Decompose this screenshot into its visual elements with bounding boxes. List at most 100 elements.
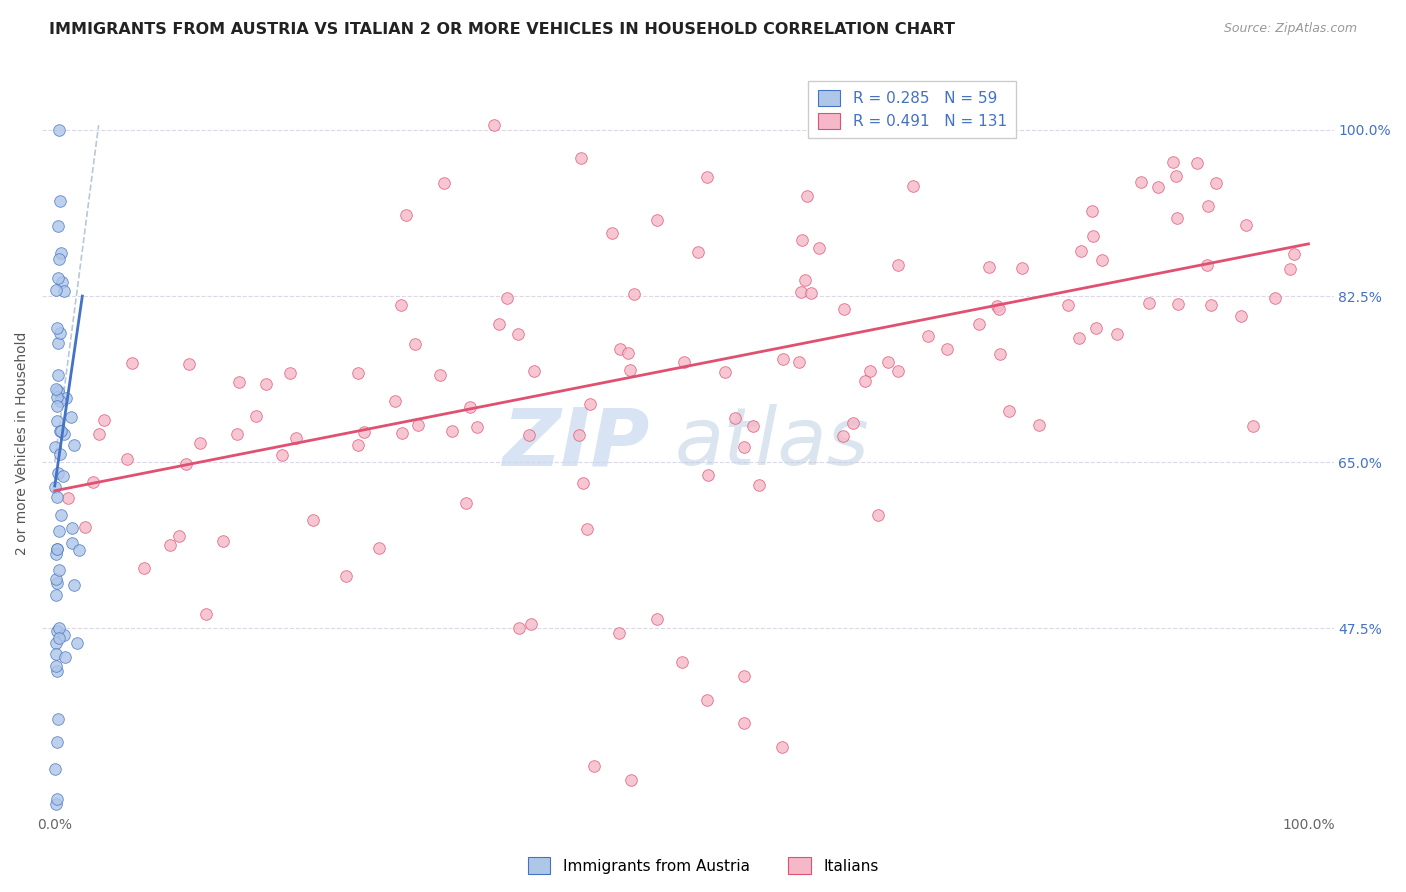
Point: [384, 393, 406, 408]
Point: [46, 542, 69, 557]
Point: [1085, 320, 1108, 334]
Point: [49, 447, 72, 461]
Point: [391, 425, 413, 440]
Point: [46, 320, 69, 334]
Point: [45, 797, 67, 811]
Point: [49, 246, 72, 260]
Point: [607, 626, 630, 640]
Point: [55, 391, 77, 405]
Point: [688, 244, 710, 259]
Point: [609, 342, 631, 356]
Point: [877, 355, 900, 369]
Point: [508, 621, 530, 635]
Point: [936, 343, 959, 357]
Point: [569, 152, 592, 166]
Point: [60, 536, 83, 550]
Point: [733, 440, 755, 454]
Point: [188, 436, 211, 450]
Point: [441, 424, 464, 438]
Point: [454, 496, 477, 510]
Point: [45, 664, 67, 678]
Point: [672, 355, 695, 369]
Point: [523, 364, 546, 378]
Point: [245, 409, 267, 423]
Point: [49, 393, 72, 408]
Point: [82, 475, 104, 489]
Point: [53, 650, 76, 665]
Point: [733, 669, 755, 683]
Point: [49, 424, 72, 438]
Point: [346, 366, 368, 380]
Point: [212, 534, 235, 549]
Legend: R = 0.285   N = 59, R = 0.491   N = 131: R = 0.285 N = 59, R = 0.491 N = 131: [808, 80, 1017, 138]
Point: [1230, 309, 1253, 323]
Point: [46, 384, 69, 399]
Point: [520, 616, 543, 631]
Point: [808, 241, 831, 255]
Point: [226, 426, 249, 441]
Point: [368, 541, 391, 555]
Point: [582, 759, 605, 773]
Text: ZIP: ZIP: [502, 404, 650, 483]
Point: [48, 563, 70, 577]
Point: [917, 329, 939, 343]
Point: [159, 538, 181, 552]
Y-axis label: 2 or more Vehicles in Household: 2 or more Vehicles in Household: [15, 332, 30, 555]
Point: [56, 491, 79, 506]
Point: [1129, 175, 1152, 189]
Point: [1234, 218, 1257, 232]
Point: [1185, 156, 1208, 170]
Point: [602, 226, 624, 240]
Point: [886, 364, 908, 378]
Point: [49, 508, 72, 523]
Point: [67, 543, 90, 558]
Point: [46, 414, 69, 428]
Point: [1147, 180, 1170, 194]
Point: [986, 299, 1008, 313]
Point: [52, 427, 75, 442]
Text: atlas: atlas: [675, 404, 870, 483]
Point: [280, 366, 302, 380]
Point: [302, 513, 325, 527]
Point: [174, 457, 197, 471]
Point: [48, 194, 70, 209]
Point: [1028, 417, 1050, 432]
Point: [967, 317, 990, 331]
Point: [620, 773, 643, 788]
Point: [73, 520, 96, 534]
Point: [60, 520, 83, 534]
Point: [772, 352, 794, 367]
Point: [800, 285, 823, 300]
Point: [254, 376, 277, 391]
Point: [433, 176, 456, 190]
Point: [44, 480, 66, 494]
Point: [46, 575, 69, 590]
Point: [46, 219, 69, 234]
Point: [44, 441, 66, 455]
Point: [45, 541, 67, 556]
Point: [194, 607, 217, 622]
Point: [1091, 252, 1114, 267]
Point: [696, 692, 718, 706]
Point: [1081, 204, 1104, 219]
Point: [347, 438, 370, 452]
Point: [458, 400, 481, 414]
Point: [48, 123, 70, 137]
Point: [429, 368, 451, 382]
Point: [228, 375, 250, 389]
Point: [46, 391, 69, 405]
Point: [406, 417, 429, 432]
Point: [733, 716, 755, 731]
Point: [46, 792, 69, 806]
Legend: Immigrants from Austria, Italians: Immigrants from Austria, Italians: [522, 851, 884, 880]
Point: [1137, 296, 1160, 310]
Point: [645, 213, 668, 227]
Point: [903, 179, 925, 194]
Point: [853, 374, 876, 388]
Point: [48, 631, 70, 645]
Text: IMMIGRANTS FROM AUSTRIA VS ITALIAN 2 OR MORE VEHICLES IN HOUSEHOLD CORRELATION C: IMMIGRANTS FROM AUSTRIA VS ITALIAN 2 OR …: [49, 22, 955, 37]
Point: [1163, 154, 1185, 169]
Point: [496, 291, 519, 305]
Point: [1167, 296, 1189, 310]
Point: [48, 524, 70, 538]
